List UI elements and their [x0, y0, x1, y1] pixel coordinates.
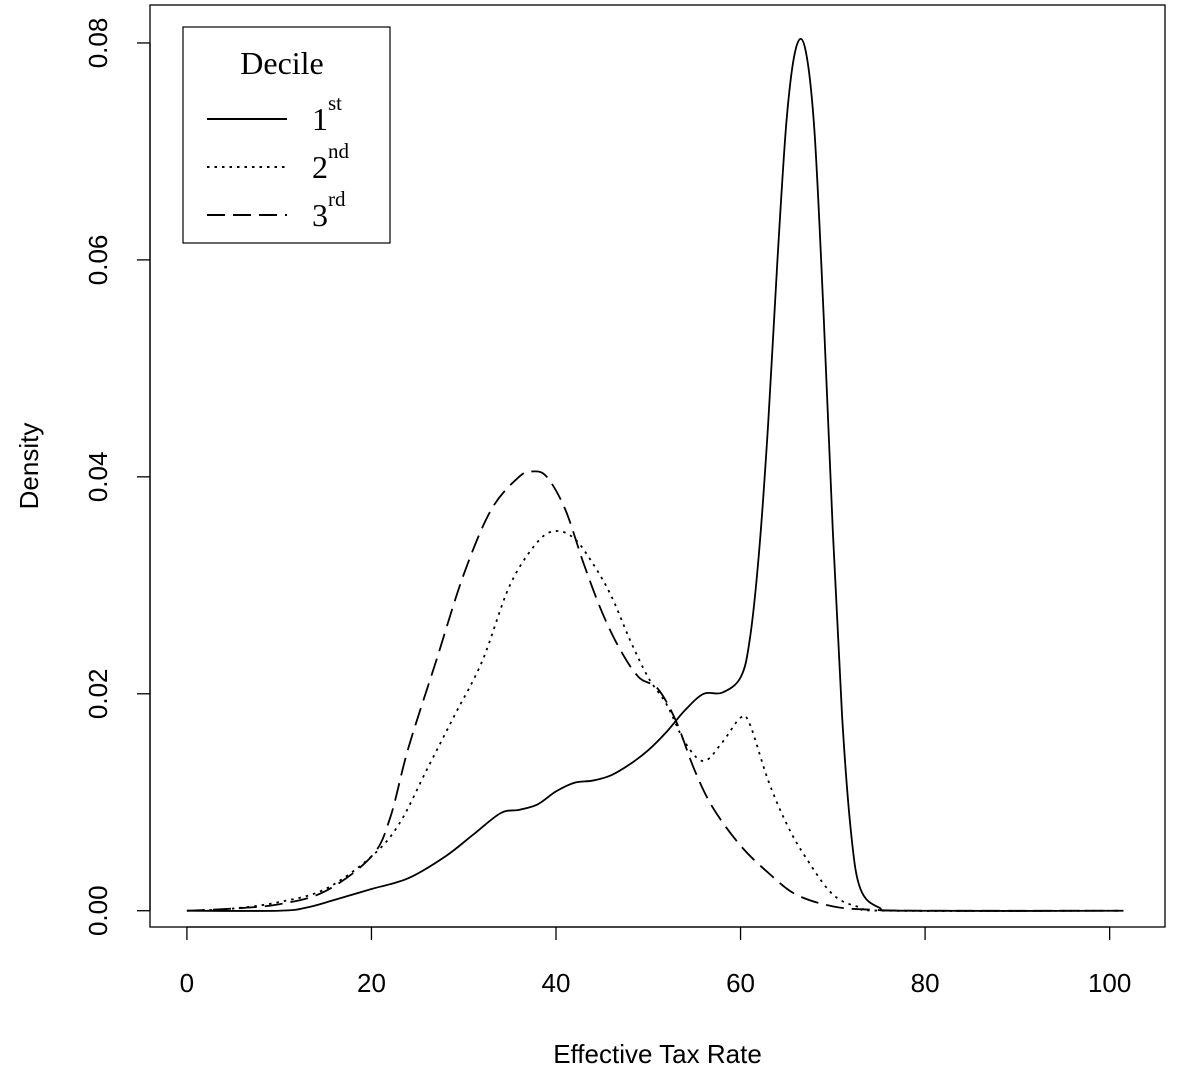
y-axis-label: Density [14, 423, 44, 510]
x-tick-label: 0 [180, 968, 194, 998]
x-tick-label: 40 [542, 968, 571, 998]
legend-entry-label: 2nd [312, 139, 350, 185]
x-axis: 0 20 40 60 80 100 [180, 926, 1131, 998]
plot-series [186, 37, 1124, 912]
legend-box [182, 26, 391, 244]
y-tick-label: 0.08 [83, 18, 113, 69]
x-tick-label: 20 [357, 968, 386, 998]
y-tick-label: 0.06 [83, 235, 113, 286]
x-tick-label: 60 [726, 968, 755, 998]
density-line-dotted [186, 530, 1119, 912]
density-line-dashed [186, 470, 1124, 912]
x-axis-label: Effective Tax Rate [553, 1039, 762, 1069]
legend-entry-label: 1st [312, 91, 342, 137]
y-axis: 0.00 0.02 0.04 0.06 0.08 [83, 18, 151, 936]
legend-entry-label: 3rd [312, 187, 346, 233]
x-tick-label: 100 [1088, 968, 1131, 998]
y-tick-label: 0.04 [83, 452, 113, 503]
legend-title: Decile [240, 45, 324, 81]
y-tick-label: 0.02 [83, 668, 113, 719]
y-tick-label: 0.00 [83, 885, 113, 936]
plot-frame [149, 4, 1166, 928]
x-tick-label: 80 [911, 968, 940, 998]
density-line-solid [186, 37, 1119, 912]
